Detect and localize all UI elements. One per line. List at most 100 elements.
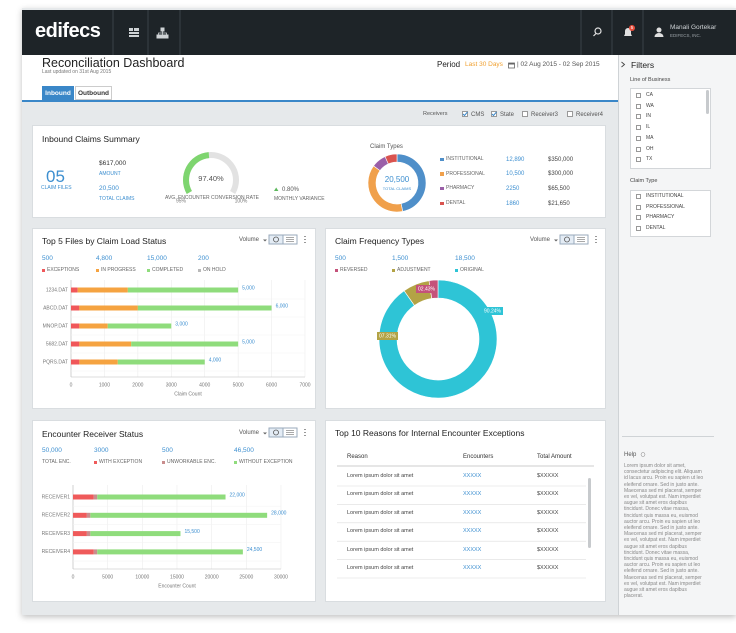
filters-title: Filters: [631, 60, 655, 70]
cell: Lorem ipsum dolor sit amet: [347, 546, 414, 553]
panel-title: Encounter Receiver Status: [42, 429, 144, 439]
stat-label: TOTAL CLAIMS: [99, 196, 135, 202]
filter-option[interactable]: TX: [646, 156, 653, 163]
link[interactable]: XXXXX: [463, 546, 482, 553]
checkbox[interactable]: [636, 114, 641, 120]
tab-underline: [22, 100, 618, 102]
cell: Lorem ipsum dolor sit amet: [347, 473, 414, 479]
search-icon[interactable]: [593, 27, 602, 37]
legend-swatch: [94, 460, 97, 464]
filter-option[interactable]: PHARMACY: [646, 214, 675, 220]
checkbox[interactable]: [636, 146, 641, 152]
column-header: Encounters: [463, 454, 494, 460]
checkbox[interactable]: [636, 93, 641, 98]
legend-swatch: [234, 460, 237, 464]
legend-swatch: [440, 157, 444, 161]
receiver-option[interactable]: State: [500, 112, 515, 118]
filter-option[interactable]: DENTAL: [646, 224, 666, 231]
claim-count[interactable]: 2250: [506, 185, 520, 192]
filter-option[interactable]: OH: [646, 145, 654, 152]
period-range: | 02 Aug 2015 - 02 Sep 2015: [517, 61, 600, 68]
checkbox[interactable]: [636, 135, 641, 141]
checkbox[interactable]: [636, 225, 641, 231]
legend-swatch: [392, 268, 395, 272]
notification-badge: [629, 25, 635, 31]
cell: $XXXXX: [537, 473, 559, 479]
checkmark-path: [491, 111, 497, 117]
cell: $XXXXX: [537, 546, 559, 553]
checkbox[interactable]: [491, 111, 497, 117]
period-value[interactable]: Last 30 Days: [465, 61, 503, 68]
legend-swatch: [96, 268, 99, 272]
stat-value: 500: [335, 255, 346, 262]
stat-value: 200: [198, 255, 209, 262]
checkbox[interactable]: [567, 111, 573, 117]
tab[interactable]: Outbound: [75, 86, 112, 100]
claim-count[interactable]: 12,890: [506, 156, 525, 163]
checkbox[interactable]: [522, 111, 528, 117]
filter-option[interactable]: INSTITUTIONAL: [646, 193, 684, 199]
claim-amount: $300,000: [548, 171, 574, 178]
receivers-label: Receivers: [423, 111, 448, 117]
legend-label: IN PROGRESS: [101, 267, 136, 273]
summary-panel: [32, 125, 606, 218]
filter-option[interactable]: MA: [646, 134, 654, 141]
checkbox[interactable]: [636, 204, 641, 210]
stat-value: $617,000: [99, 160, 127, 167]
tab-active[interactable]: Inbound: [42, 86, 74, 101]
claim-count[interactable]: 1860: [506, 200, 520, 207]
user-icon[interactable]: [654, 27, 664, 38]
link[interactable]: XXXXX: [463, 509, 482, 516]
calendar-icon[interactable]: [508, 62, 516, 69]
legend-label: EXCEPTIONS: [47, 267, 80, 273]
volume-dropdown[interactable]: Volume: [530, 237, 551, 243]
table-scrollbar[interactable]: [588, 478, 591, 548]
logo[interactable]: edifecs: [35, 20, 101, 42]
hierarchy-icon[interactable]: [156, 27, 169, 39]
link[interactable]: XXXXX: [463, 473, 482, 479]
scrollbar[interactable]: [706, 90, 709, 114]
cell: Lorem ipsum dolor sit amet: [347, 565, 414, 571]
checkbox[interactable]: [636, 157, 641, 163]
legend-swatch: [440, 201, 444, 206]
checkbox[interactable]: [636, 194, 641, 199]
checkmark-path: [462, 111, 468, 117]
volume-dropdown[interactable]: Volume: [239, 430, 260, 436]
checkbox[interactable]: [636, 103, 641, 109]
receiver-option[interactable]: Receiver4: [576, 112, 604, 118]
checkbox[interactable]: [636, 215, 641, 220]
dashboard-icon[interactable]: [129, 28, 139, 37]
link[interactable]: XXXXX: [463, 528, 482, 535]
legend-label: UNWORKABLE ENC.: [167, 459, 216, 465]
legend-label: COMPLETED: [152, 267, 184, 273]
help-text: Lorem ipsum dolor sit amet, consectetur …: [624, 463, 704, 600]
filter-option[interactable]: IN: [646, 113, 651, 120]
cell: $XXXXX: [537, 528, 559, 535]
receiver-option[interactable]: CMS: [471, 112, 485, 118]
filter-option[interactable]: WA: [646, 102, 654, 109]
filter-option[interactable]: CA: [646, 92, 653, 98]
filter-option[interactable]: IL: [646, 124, 651, 131]
variance-label: MONTHLY VARIANCE: [274, 196, 325, 202]
checkbox[interactable]: [462, 111, 468, 117]
checkmark: [462, 111, 468, 117]
panel-title: Top 5 Files by Claim Load Status: [42, 236, 167, 246]
claim-type-list: [630, 190, 711, 237]
volume-dropdown[interactable]: Volume: [239, 237, 260, 243]
link[interactable]: XXXXX: [463, 565, 482, 571]
filter-option[interactable]: PROFESSIONAL: [646, 203, 685, 210]
cell: Lorem ipsum dolor sit amet: [347, 491, 414, 498]
stat-label: CLAIM FILES: [41, 185, 72, 191]
legend-swatch: [198, 268, 201, 272]
cell: $XXXXX: [537, 509, 559, 516]
user-name[interactable]: Manali Gortekar: [670, 24, 717, 31]
receiver-option[interactable]: Receiver3: [531, 112, 559, 118]
checkbox[interactable]: [636, 125, 641, 131]
legend-label: REVERSED: [340, 267, 368, 273]
link[interactable]: XXXXX: [463, 491, 482, 498]
claim-count[interactable]: 10,500: [506, 171, 525, 178]
user-org: EDIFECS, INC.: [670, 33, 702, 38]
collapse-icon[interactable]: [620, 61, 626, 68]
legend-label: ADJUSTMENT: [397, 267, 431, 273]
